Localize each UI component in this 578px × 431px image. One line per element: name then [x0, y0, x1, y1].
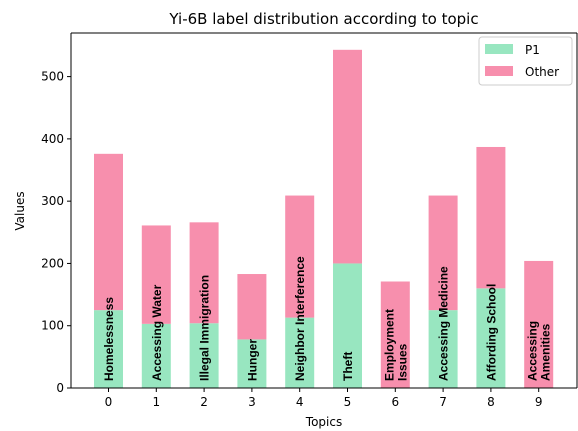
bar-text-label: Theft	[341, 352, 355, 381]
bar-p1-1	[141, 323, 171, 388]
x-axis: 0 1 2 3 4 5 6 7 8 9	[105, 388, 543, 409]
x-tick-label: 9	[535, 395, 543, 409]
y-tick-label: 500	[41, 70, 64, 84]
bar-p1-4	[285, 317, 315, 388]
x-tick-label: 8	[487, 395, 495, 409]
y-tick-label: 300	[41, 194, 64, 208]
bar-text-label: Affording School	[484, 284, 498, 381]
bar-text-label: Accessing Medicine	[437, 266, 451, 381]
bar-text-label: Neighbor Interference	[293, 256, 307, 381]
plot-area: Homelessness Accessing Water Illegal Immig…	[70, 32, 578, 389]
y-tick-label: 0	[56, 381, 64, 395]
x-tick-label: 7	[439, 395, 447, 409]
x-tick-label: 5	[344, 395, 352, 409]
y-axis-label: Values	[13, 191, 27, 230]
bar-text-label: Issues	[395, 343, 409, 381]
bar-other-4	[285, 195, 315, 318]
bar-other-0	[94, 153, 123, 311]
y-tick-label: 400	[41, 132, 64, 146]
x-tick-label: 0	[105, 395, 113, 409]
x-tick-label: 2	[200, 395, 208, 409]
legend: P1 Other	[478, 36, 573, 86]
bar-other-6	[380, 281, 410, 388]
bar-text-label: Amenities	[539, 323, 553, 381]
bar-other-3	[237, 274, 267, 340]
bar-p1-3	[237, 339, 267, 388]
x-tick-label: 1	[152, 395, 160, 409]
bar-p1-2	[189, 323, 219, 388]
legend-swatch-other	[485, 66, 513, 76]
bar-other-5	[333, 49, 362, 264]
bar-other-1	[141, 225, 171, 324]
bar-p1-7	[428, 310, 458, 388]
x-axis-label: Topics	[305, 415, 342, 429]
y-tick-label: 200	[41, 256, 64, 270]
legend-label-p1: P1	[525, 43, 540, 57]
chart-title: Yi-6B label distribution according to to…	[168, 10, 478, 28]
bar-other-7	[428, 195, 458, 311]
bar-other-2	[189, 222, 219, 324]
y-tick-label: 100	[41, 319, 64, 333]
bar-p1-8	[476, 288, 506, 388]
bar-p1-5	[333, 263, 362, 388]
bar-text-label: Homelessness	[102, 297, 116, 381]
bar-other-9	[524, 260, 554, 388]
bar-text-label: Hunger	[245, 339, 259, 381]
x-tick-label: 3	[248, 395, 256, 409]
legend-swatch-p1	[485, 44, 513, 54]
y-axis: 0 100 200 300 400 500	[41, 70, 71, 395]
x-tick-label: 6	[391, 395, 399, 409]
bar-text-label: Accessing Water	[150, 284, 164, 381]
x-tick-label: 4	[296, 395, 304, 409]
bar-text-label: Employment	[382, 309, 396, 381]
bar-text-label: Accessing	[526, 321, 540, 381]
bar-p1-0	[94, 310, 123, 388]
bar-other-8	[476, 146, 506, 289]
legend-label-other: Other	[525, 65, 559, 79]
bar-text-label: Illegal Immigration	[198, 275, 212, 381]
